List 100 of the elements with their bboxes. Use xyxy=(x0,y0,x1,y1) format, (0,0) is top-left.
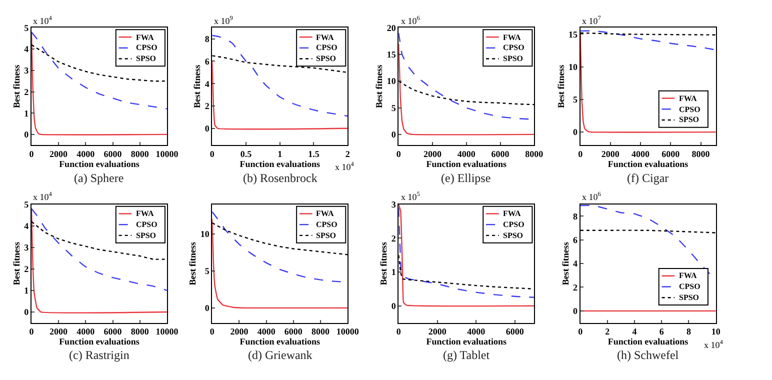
y-axis-title: Best fitness xyxy=(378,241,389,286)
legend-label: FWA xyxy=(316,209,334,218)
x-tick-label: 8000 xyxy=(692,148,710,159)
y-tick-label: 8 xyxy=(204,34,210,44)
y-tick-label: 2 xyxy=(24,86,30,97)
text: (a) Sphere xyxy=(74,171,124,185)
x-axis-title: Function evaluations xyxy=(240,158,320,169)
x-tick-label: 4000 xyxy=(76,326,96,337)
y-axis-title: Best fitness xyxy=(188,241,198,286)
y-tick-label: 3 xyxy=(24,242,30,253)
text: (e) Ellipse xyxy=(441,171,491,185)
y-tick-label: 2 xyxy=(391,233,396,244)
x-tick-label: 4000 xyxy=(76,148,96,159)
x-axis-title: Function evaluations xyxy=(240,336,320,347)
y-tick-label: 6 xyxy=(204,56,210,66)
y-tick-label: 3 xyxy=(24,66,30,76)
x-axis-title: Function evaluations xyxy=(608,336,689,347)
y-tick-label: 0 xyxy=(573,127,578,138)
text: (d) Griewank xyxy=(248,348,312,362)
line-series xyxy=(31,31,167,136)
y-tick-label: 3 xyxy=(391,199,396,210)
legend-label: CPSO xyxy=(679,105,700,114)
x-tick-label: 4 xyxy=(632,326,638,337)
y-tick-label: 5 xyxy=(24,22,30,33)
x-axis-title: Function evaluations xyxy=(426,336,508,347)
legend-label: CPSO xyxy=(316,220,338,229)
x-axis-title: Function evaluations xyxy=(608,158,689,169)
legend-label: FWA xyxy=(679,271,697,280)
legend-label: SPSO xyxy=(503,54,524,63)
x-tick-label: 6000 xyxy=(506,326,524,337)
y-tick-label: 0 xyxy=(391,300,396,311)
y-tick-label: 10 xyxy=(200,229,210,240)
x-tick-label: 8000 xyxy=(130,148,150,159)
y-tick-label: 2 xyxy=(24,264,30,274)
y-tick-label: 0 xyxy=(391,130,396,140)
text: x 10$^{6}$ xyxy=(401,15,420,26)
legend-label: FWA xyxy=(136,33,154,42)
x-tick-label: 8000 xyxy=(312,326,330,337)
x-tick-label: 4000 xyxy=(632,148,650,159)
y-tick-label: 1 xyxy=(24,108,30,118)
y-tick-label: 8 xyxy=(573,211,578,222)
text: x 10$^{5}$ xyxy=(401,191,420,202)
text: (g) Tablet xyxy=(443,348,490,362)
x-tick-label: 2 xyxy=(345,148,350,159)
x-tick-label: 2000 xyxy=(50,148,68,159)
legend-label: SPSO xyxy=(503,231,524,240)
legend-label: CPSO xyxy=(316,43,338,52)
y-tick-label: 5 xyxy=(391,102,396,113)
line-series xyxy=(580,30,716,50)
x-tick-label: 8000 xyxy=(130,326,150,337)
x-tick-label: 10 xyxy=(711,326,721,337)
x-tick-label: 2 xyxy=(605,326,610,337)
text: x 10$^{7}$ xyxy=(582,15,601,26)
legend-label: SPSO xyxy=(679,293,700,302)
x-tick-label: 4000 xyxy=(457,148,476,159)
text: (h) Schwefel xyxy=(617,348,680,362)
x-tick-label: 2000 xyxy=(424,148,442,159)
y-tick-label: 10 xyxy=(386,76,396,86)
legend-label: FWA xyxy=(136,209,154,218)
y-tick-label: 15 xyxy=(386,50,396,60)
y-tick-label: 4 xyxy=(24,221,30,232)
y-tick-label: 2 xyxy=(573,282,578,292)
y-tick-label: 5 xyxy=(204,266,210,276)
line-series xyxy=(398,43,534,136)
y-tick-label: 4 xyxy=(204,78,210,89)
y-tick-label: 0 xyxy=(24,307,30,318)
legend-label: FWA xyxy=(316,33,334,42)
x-tick-label: 6000 xyxy=(284,326,303,337)
y-tick-label: 6 xyxy=(573,235,578,246)
x-tick-label: 6 xyxy=(659,326,664,337)
y-axis-title: Best fitness xyxy=(12,241,22,286)
line-series xyxy=(580,34,716,133)
legend-label: SPSO xyxy=(316,54,336,63)
y-tick-label: 2 xyxy=(204,101,210,112)
legend-label: CPSO xyxy=(679,282,700,291)
y-tick-label: 0 xyxy=(24,130,30,140)
y-tick-label: 4 xyxy=(24,44,30,54)
text: x 10$^{4}$ xyxy=(33,191,53,202)
line-series xyxy=(31,208,167,314)
x-tick-label: 10000 xyxy=(336,326,360,337)
line-series xyxy=(212,218,348,309)
line-series xyxy=(212,60,348,130)
x-tick-label: 4000 xyxy=(467,326,486,337)
legend-label: SPSO xyxy=(679,115,700,124)
x-tick-label: 1.5 xyxy=(308,148,320,159)
text: (f) Cigar xyxy=(627,171,669,185)
legend-label: CPSO xyxy=(503,43,524,52)
y-tick-label: 20 xyxy=(386,22,396,33)
text: x 10$^{6}$ xyxy=(582,191,601,202)
x-tick-label: 8000 xyxy=(525,148,544,159)
legend-label: FWA xyxy=(503,33,521,42)
x-tick-label: 2000 xyxy=(601,148,620,159)
y-tick-label: 5 xyxy=(24,199,30,210)
x-tick-label: 2000 xyxy=(50,326,68,337)
x-axis-title: Function evaluations xyxy=(59,336,140,347)
y-axis-title: Best fitness xyxy=(374,64,384,108)
legend-label: CPSO xyxy=(503,220,524,229)
y-axis-title: Best fitness xyxy=(556,64,566,108)
line-series xyxy=(31,31,167,110)
text: x 10$^{4}$ xyxy=(33,15,53,26)
